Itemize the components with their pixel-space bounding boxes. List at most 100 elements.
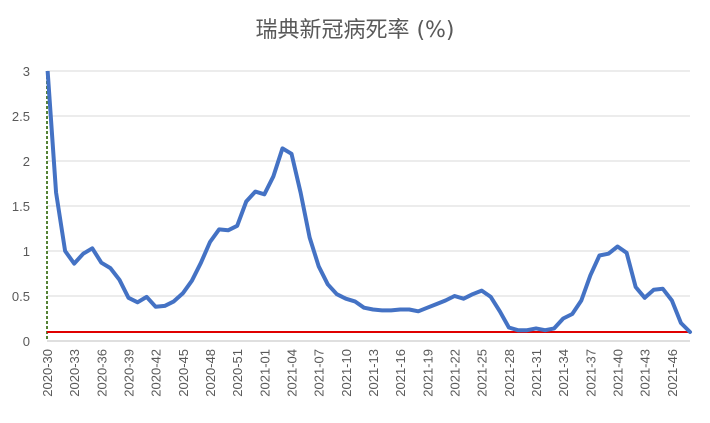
data-point xyxy=(544,329,547,332)
data-point xyxy=(209,241,212,244)
x-tick-label: 2021-13 xyxy=(366,349,381,397)
data-point xyxy=(562,317,565,320)
x-tick-label: 2021-43 xyxy=(638,349,653,397)
data-point xyxy=(525,329,528,332)
data-point xyxy=(199,261,202,264)
data-point xyxy=(507,326,510,329)
data-point xyxy=(553,327,556,330)
data-point xyxy=(571,313,574,316)
data-point xyxy=(535,327,538,330)
data-point xyxy=(118,278,121,281)
data-point xyxy=(381,309,384,312)
x-tick-label: 2020-39 xyxy=(122,349,137,397)
x-tick-label: 2020-36 xyxy=(94,349,109,397)
data-point xyxy=(607,252,610,255)
x-tick-label: 2020-45 xyxy=(176,349,191,397)
data-point xyxy=(679,322,682,325)
data-point xyxy=(190,279,193,282)
data-point xyxy=(462,297,465,300)
data-point xyxy=(598,254,601,257)
data-point xyxy=(263,193,266,196)
data-point xyxy=(390,309,393,312)
data-point xyxy=(245,200,248,203)
data-point xyxy=(453,295,456,298)
data-point xyxy=(353,300,356,303)
x-tick-label: 2020-48 xyxy=(203,349,218,397)
data-point xyxy=(625,251,628,254)
x-tick-label: 2021-16 xyxy=(393,349,408,397)
x-tick-label: 2021-34 xyxy=(556,349,571,397)
data-point xyxy=(444,299,447,302)
x-tick-label: 2021-04 xyxy=(285,349,300,397)
x-tick-label: 2021-40 xyxy=(611,349,626,397)
x-tick-label: 2020-30 xyxy=(40,349,55,397)
data-point xyxy=(145,295,148,298)
chart-title: 瑞典新冠病死率 (%) xyxy=(255,18,455,43)
series-line xyxy=(45,71,692,334)
data-point xyxy=(372,308,375,311)
data-point xyxy=(661,287,664,290)
data-point xyxy=(281,147,284,150)
data-point xyxy=(100,261,103,264)
x-tick-label: 2020-51 xyxy=(230,349,245,397)
data-point xyxy=(326,283,329,286)
x-tick-label: 2021-46 xyxy=(665,349,680,397)
data-point xyxy=(163,304,166,307)
data-point xyxy=(136,301,139,304)
data-point xyxy=(689,331,692,334)
data-point xyxy=(408,308,411,311)
y-tick-label: 2.5 xyxy=(12,109,30,124)
data-point xyxy=(589,274,592,277)
data-point xyxy=(127,296,130,299)
data-point xyxy=(181,292,184,295)
data-point xyxy=(82,252,85,255)
data-point xyxy=(643,296,646,299)
x-tick-label: 2020-33 xyxy=(67,349,82,397)
data-point xyxy=(516,329,519,332)
data-point xyxy=(417,310,420,313)
x-tick-label: 2021-31 xyxy=(529,349,544,397)
data-point xyxy=(308,236,311,239)
data-point xyxy=(317,265,320,268)
data-point xyxy=(236,224,239,227)
x-tick-label: 2021-28 xyxy=(502,349,517,397)
data-point xyxy=(344,297,347,300)
data-point xyxy=(55,191,58,194)
x-tick-label: 2021-37 xyxy=(583,349,598,397)
x-tick-label: 2021-25 xyxy=(475,349,490,397)
x-tick-label: 2020-42 xyxy=(149,349,164,397)
x-tick-label: 2021-22 xyxy=(448,349,463,397)
x-tick-label: 2021-19 xyxy=(420,349,435,397)
data-point xyxy=(652,288,655,291)
data-point xyxy=(335,293,338,296)
data-point xyxy=(670,299,673,302)
data-point xyxy=(227,229,230,232)
data-point xyxy=(254,190,257,193)
y-tick-label: 0 xyxy=(23,334,30,349)
data-point xyxy=(64,250,67,253)
data-point xyxy=(73,262,76,265)
data-point xyxy=(154,305,157,308)
data-point xyxy=(580,299,583,302)
data-point xyxy=(426,306,429,309)
data-point xyxy=(480,289,483,292)
data-point xyxy=(172,300,175,303)
data-point xyxy=(272,175,275,178)
data-point xyxy=(634,286,637,289)
data-point xyxy=(399,308,402,311)
y-tick-label: 3 xyxy=(23,64,30,79)
data-point xyxy=(109,267,112,270)
y-tick-label: 1.5 xyxy=(12,199,30,214)
data-point xyxy=(616,245,619,248)
data-point xyxy=(299,191,302,194)
y-tick-label: 1 xyxy=(23,244,30,259)
data-point xyxy=(498,310,501,313)
data-point xyxy=(290,152,293,155)
x-tick-label: 2021-01 xyxy=(257,349,272,397)
data-point xyxy=(471,293,474,296)
data-point xyxy=(91,247,94,250)
x-tick-label: 2021-10 xyxy=(339,349,354,397)
data-point xyxy=(489,295,492,298)
